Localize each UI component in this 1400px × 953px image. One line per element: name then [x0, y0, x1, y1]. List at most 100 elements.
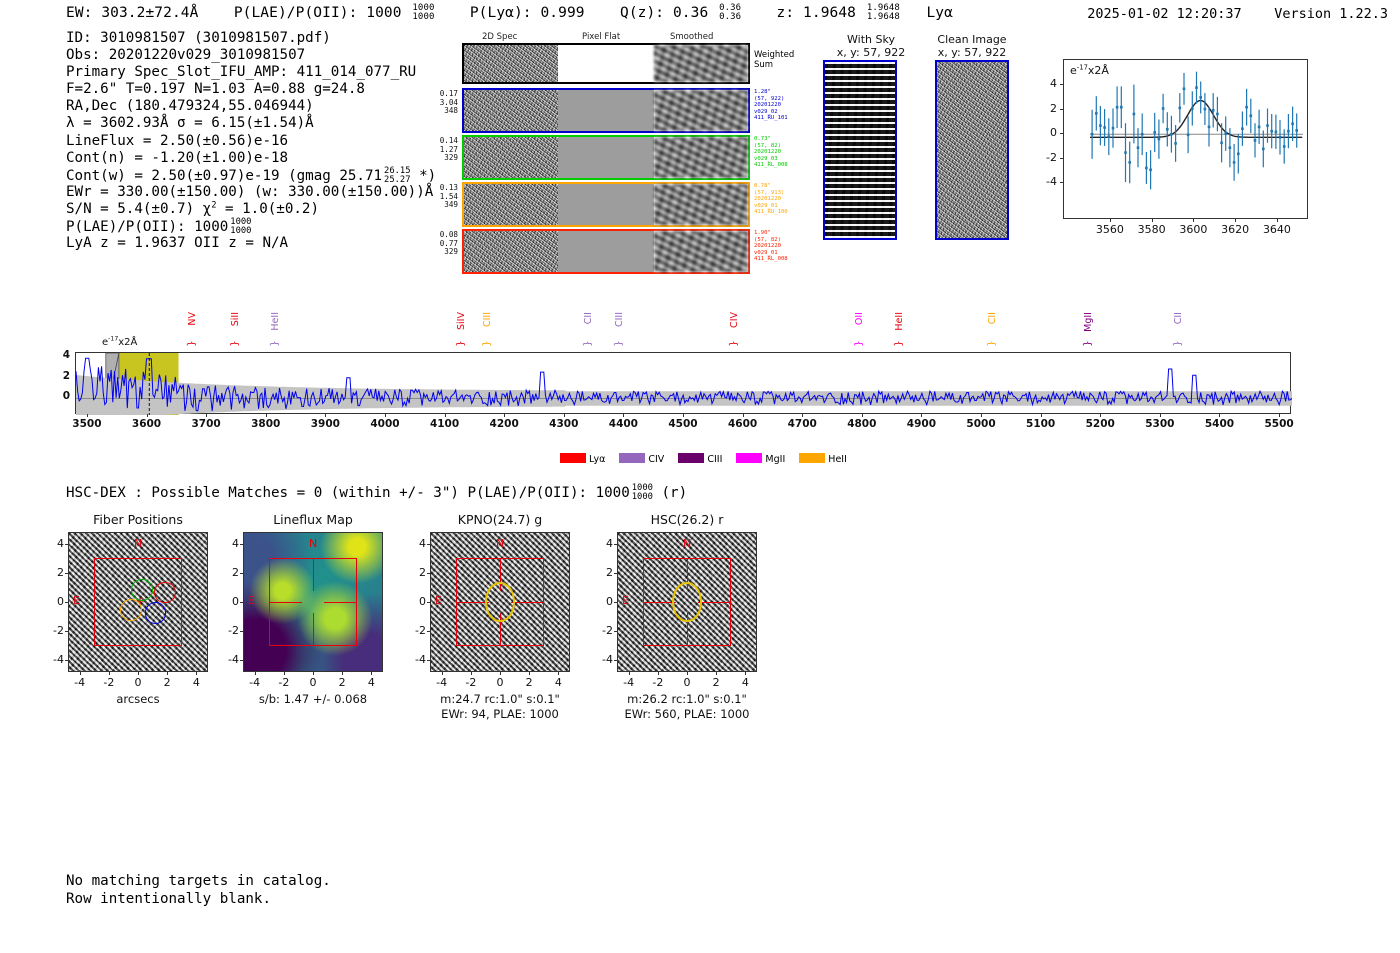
wide-xtick	[1279, 414, 1281, 417]
info-radec: RA,Dec (180.479324,55.046944)	[66, 98, 314, 115]
wide-xtick-label: 5400	[1204, 418, 1235, 430]
emission-line-label: CII	[986, 312, 998, 325]
panel-xtick	[371, 672, 373, 675]
panel-ytick-label: -4	[602, 653, 613, 667]
panel-xtick	[687, 672, 688, 675]
panel-ytick-label: -4	[53, 653, 64, 667]
crosshair-line	[697, 602, 731, 604]
panel-xtick-label: 4	[367, 676, 375, 689]
panel-ytick-label: 2	[419, 565, 426, 579]
panel-ytick	[614, 631, 617, 633]
wide-xtick	[206, 414, 208, 417]
info-seeing: F=2.6" T=0.197 N=1.03 A=0.88 g=24.8	[66, 81, 365, 98]
panel-title: Fiber Positions	[93, 512, 183, 527]
legend-swatch	[678, 453, 705, 463]
crosshair-line	[643, 602, 677, 604]
spec2d-cutout-meta: 1.28" (57, 922) 20201220 v029_02 411_RU_101	[754, 89, 788, 121]
wide-xtick	[146, 414, 148, 417]
info-cont-w: Cont(w) = 2.50(±0.97)e-19 (gmag 25.71 26.…	[66, 165, 437, 185]
header-plya: P(Lyα): 0.999	[469, 5, 585, 22]
panel-ytick-label: -2	[53, 624, 64, 638]
panel-ytick	[614, 660, 617, 662]
panel-ytick	[240, 543, 243, 545]
info-obs: Obs: 20201220v029_3010981507	[66, 47, 306, 64]
crosshair-line	[687, 612, 689, 646]
panel-xtick-label: 0	[496, 676, 504, 689]
wide-xtick-label: 4900	[906, 418, 937, 430]
wide-xtick-label: 4800	[847, 418, 877, 430]
wide-xtick	[981, 414, 983, 417]
emission-line-label: OII	[853, 312, 865, 326]
panel-ytick-label: 0	[606, 595, 613, 608]
spec2d-cutout-row	[462, 88, 750, 133]
info-plae-fraction: 1000 1000	[230, 217, 252, 236]
compass-north: N	[309, 537, 318, 550]
emission-line-brace: {	[481, 340, 493, 347]
crosshair-line	[500, 558, 502, 592]
legend-item: CIV	[619, 453, 664, 465]
panel-xtick	[254, 672, 256, 675]
crosshair-line	[510, 602, 544, 604]
panel-caption-1: m:24.7 rc:1.0" s:0.1"	[440, 692, 560, 706]
emission-line-brace: {	[1171, 340, 1183, 347]
zoom-ytick	[1060, 157, 1063, 159]
panel-image	[243, 532, 383, 672]
panel-ytick	[614, 602, 617, 603]
panel-xtick	[628, 672, 630, 675]
spec2d-weighted-sum-row	[462, 43, 750, 84]
panel-ytick-label: 2	[232, 565, 239, 579]
zoom-xtick-label: 3620	[1221, 223, 1250, 236]
panel-caption-2: EWr: 560, PLAE: 1000	[624, 707, 750, 721]
panel-xtick-label: 0	[134, 676, 142, 689]
gmag-fraction: 26.15 25.27	[384, 165, 411, 185]
zoom-xtick-label: 3560	[1095, 223, 1124, 236]
panel-ytick-label: -4	[228, 653, 239, 667]
panel-ytick-label: 0	[232, 595, 239, 608]
wide-xtick-label: 5100	[1026, 418, 1056, 430]
wide-ytick-label: 0	[62, 390, 70, 403]
wide-xtick-label: 4500	[668, 418, 698, 430]
panel-xtick-label: 2	[525, 676, 533, 689]
legend-label: MgII	[765, 454, 786, 465]
zoom-xtick	[1151, 219, 1153, 222]
emission-line-brace: {	[1082, 340, 1094, 347]
zoom-ytick	[1060, 108, 1063, 110]
panel-title: KPNO(24.7) g	[457, 512, 543, 527]
info-cont-n: Cont(n) = -1.20(±1.00)e-18	[66, 149, 289, 166]
spec2d-col-title-2dspec: 2D Spec	[482, 32, 518, 42]
legend-swatch	[560, 453, 586, 463]
wide-xtick	[504, 414, 506, 417]
wide-xtick-label: 5300	[1145, 418, 1175, 430]
zoom-ytick	[1060, 133, 1063, 135]
header-qz-fraction: 0.36 0.36	[719, 3, 742, 23]
spec2d-cutout-meta: 0.73" (57, 82) 20201220 v029_03 411_RL_008	[754, 136, 788, 168]
panel-caption-2: EWr: 94, PLAE: 1000	[441, 707, 559, 721]
info-id: ID: 3010981507 (3010981507.pdf)	[66, 30, 331, 46]
emission-line-brace: {	[612, 340, 624, 347]
panel-ytick	[427, 543, 430, 545]
zoom-xtick	[1235, 219, 1237, 222]
legend-item: MgII	[736, 453, 786, 465]
panel-ytick-label: -2	[415, 624, 426, 638]
wide-xtick	[623, 414, 625, 417]
emission-line-label: CII	[1172, 312, 1184, 325]
compass-east: E	[622, 594, 629, 607]
panel-xtick	[716, 672, 718, 675]
panel-ytick	[65, 631, 68, 633]
wide-ytick-label: 4	[62, 349, 70, 362]
emission-line-brace: {	[892, 340, 904, 347]
emission-line-label: SiIV	[456, 312, 468, 330]
compass-north: N	[496, 537, 505, 550]
wide-xtick	[86, 414, 88, 417]
footer-notes: No matching targets in catalog. Row inte…	[66, 872, 331, 908]
panel-xtick	[196, 672, 198, 675]
compass-east: E	[435, 594, 442, 607]
zoom-ytick-label: -4	[1046, 175, 1057, 189]
panel-ytick-label: -2	[602, 624, 613, 638]
emission-line-label: CIV	[729, 312, 741, 328]
wide-xtick-label: 4700	[787, 418, 817, 430]
spec2d-cutout-stats: 0.08 0.77 329	[439, 230, 458, 257]
compass-north: N	[134, 537, 143, 550]
panel-xtick	[657, 672, 659, 675]
compass-east: E	[248, 594, 255, 607]
